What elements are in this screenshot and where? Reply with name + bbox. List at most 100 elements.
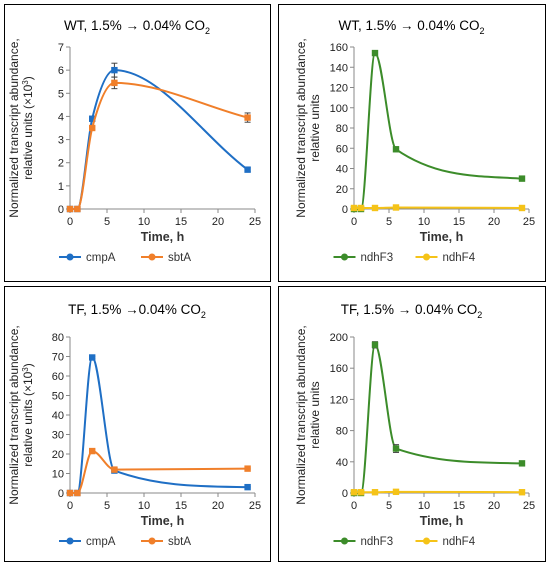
x-tick-label: 15 xyxy=(453,216,465,228)
data-point-ndhF3 xyxy=(392,445,400,452)
x-tick-label: 5 xyxy=(104,216,110,228)
x-tick-label: 25 xyxy=(249,216,261,228)
legend-label-cmpA: cmpA xyxy=(86,536,116,548)
data-point-sbtA xyxy=(111,466,118,473)
series-line-ndhF4 xyxy=(354,206,523,209)
legend-marker-ndhF3 xyxy=(341,537,348,545)
data-point-sbtA xyxy=(89,124,96,132)
y-tick-label: 80 xyxy=(52,332,64,344)
legend-marker-ndhF4 xyxy=(423,537,430,545)
y-tick-label: 120 xyxy=(330,394,348,406)
legend-label-cmpA: cmpA xyxy=(86,252,116,264)
data-point-ndhF4 xyxy=(392,204,400,211)
legend-label-ndhF3: ndhF3 xyxy=(361,536,394,548)
x-tick-label: 0 xyxy=(351,500,357,512)
x-tick-label: 10 xyxy=(418,500,430,512)
data-point-ndhF4 xyxy=(357,489,365,496)
series-line-cmpA xyxy=(70,356,248,494)
x-axis-label: Time, h xyxy=(420,230,464,244)
x-tick-label: 20 xyxy=(212,500,224,512)
y-tick-label: 6 xyxy=(58,65,64,77)
data-point-cmpA xyxy=(89,354,96,361)
data-point-ndhF3 xyxy=(518,175,526,182)
x-tick-label: 0 xyxy=(351,216,357,228)
data-point-ndhF4 xyxy=(350,489,358,496)
y-tick-label: 100 xyxy=(330,103,348,115)
y-tick-label: 80 xyxy=(336,426,348,438)
data-point-ndhF3 xyxy=(371,341,379,348)
chart-title: WT, 1.5% → 0.04% CO2 xyxy=(338,18,484,36)
y-tick-label: 40 xyxy=(336,164,348,176)
x-tick-label: 25 xyxy=(523,216,535,228)
data-point-ndhF3 xyxy=(371,49,379,57)
data-point-ndhF3 xyxy=(518,460,526,467)
y-tick-label: 120 xyxy=(330,83,348,95)
x-tick-label: 0 xyxy=(67,216,73,228)
x-axis-label: Time, h xyxy=(420,514,464,528)
legend-marker-sbtA xyxy=(148,253,156,261)
x-tick-label: 15 xyxy=(175,500,187,512)
y-axis-label: Normalized transcript abundance, xyxy=(7,325,21,504)
data-point-sbtA xyxy=(66,489,74,497)
data-point-cmpA xyxy=(89,115,96,122)
y-tick-label: 40 xyxy=(336,457,348,469)
chart-svg: WT, 1.5% → 0.04% CO2 Normalized transcrip… xyxy=(294,18,535,264)
legend-label-sbtA: sbtA xyxy=(168,536,191,548)
x-tick-label: 25 xyxy=(249,500,261,512)
y-tick-label: 20 xyxy=(336,184,348,196)
chart-panel-tf-ndhf: TF, 1.5% → 0.04% CO2 Normalized transcrip… xyxy=(278,286,546,562)
y-tick-label: 30 xyxy=(52,430,64,442)
y-tick-label: 0 xyxy=(342,488,348,500)
chart-svg: TF, 1.5% → 0.04% CO2 Normalized transcrip… xyxy=(294,302,535,548)
legend-marker-ndhF4 xyxy=(423,253,430,261)
y-axis-label: relative units xyxy=(308,381,322,448)
data-point-cmpA xyxy=(244,166,251,173)
data-point-sbtA xyxy=(111,79,118,87)
series-line-ndhF3 xyxy=(354,52,523,210)
x-tick-label: 15 xyxy=(175,216,187,228)
y-tick-label: 140 xyxy=(330,62,348,74)
chart-panel-wt-cmpa-sbta: WT, 1.5% → 0.04% CO2 Normalized transcrip… xyxy=(4,4,271,282)
chart-panel-wt-ndhf: WT, 1.5% → 0.04% CO2 Normalized transcrip… xyxy=(278,4,546,282)
legend-marker-cmpA xyxy=(66,253,74,261)
x-axis-label: Time, h xyxy=(141,230,185,244)
data-point-ndhF4 xyxy=(371,489,379,496)
x-tick-label: 5 xyxy=(104,500,110,512)
data-point-ndhF4 xyxy=(518,204,526,212)
y-axis-label: Normalized transcript abundance, xyxy=(294,38,308,217)
data-point-sbtA xyxy=(74,489,81,497)
data-point-ndhF3 xyxy=(392,146,400,153)
y-tick-label: 40 xyxy=(52,410,64,422)
series-line-cmpA xyxy=(70,69,249,210)
series-line-ndhF3 xyxy=(354,343,523,494)
data-point-ndhF4 xyxy=(392,488,400,496)
chart-panel-tf-cmpa-sbta: TF, 1.5% →0.04% CO2 Normalized transcript… xyxy=(4,286,271,562)
y-tick-label: 4 xyxy=(58,111,64,123)
x-tick-label: 15 xyxy=(453,500,465,512)
y-tick-label: 60 xyxy=(52,371,64,383)
y-tick-label: 10 xyxy=(52,469,64,481)
y-axis-label: Normalized transcript abundance, xyxy=(294,325,308,504)
chart-svg: WT, 1.5% → 0.04% CO2 Normalized transcrip… xyxy=(7,18,261,264)
data-point-sbtA xyxy=(89,447,96,455)
chart-title: WT, 1.5% → 0.04% CO2 xyxy=(64,18,210,36)
x-tick-label: 5 xyxy=(386,500,392,512)
x-tick-label: 5 xyxy=(386,216,392,228)
x-tick-label: 25 xyxy=(523,500,535,512)
legend-label-ndhF4: ndhF4 xyxy=(443,252,476,264)
chart-title: TF, 1.5% → 0.04% CO2 xyxy=(341,302,483,320)
legend-marker-ndhF3 xyxy=(341,253,348,261)
y-tick-label: 7 xyxy=(58,42,64,54)
y-axis-label: relative units xyxy=(308,94,322,161)
x-tick-label: 0 xyxy=(67,500,73,512)
x-tick-label: 20 xyxy=(212,216,224,228)
data-point-ndhF4 xyxy=(518,489,526,496)
data-point-cmpA xyxy=(244,483,251,491)
x-tick-label: 10 xyxy=(138,216,150,228)
data-point-ndhF4 xyxy=(371,204,379,212)
x-tick-label: 10 xyxy=(418,216,430,228)
data-point-ndhF4 xyxy=(350,204,358,212)
y-tick-label: 1 xyxy=(58,181,64,193)
y-tick-label: 60 xyxy=(336,143,348,155)
y-tick-label: 0 xyxy=(58,204,64,216)
